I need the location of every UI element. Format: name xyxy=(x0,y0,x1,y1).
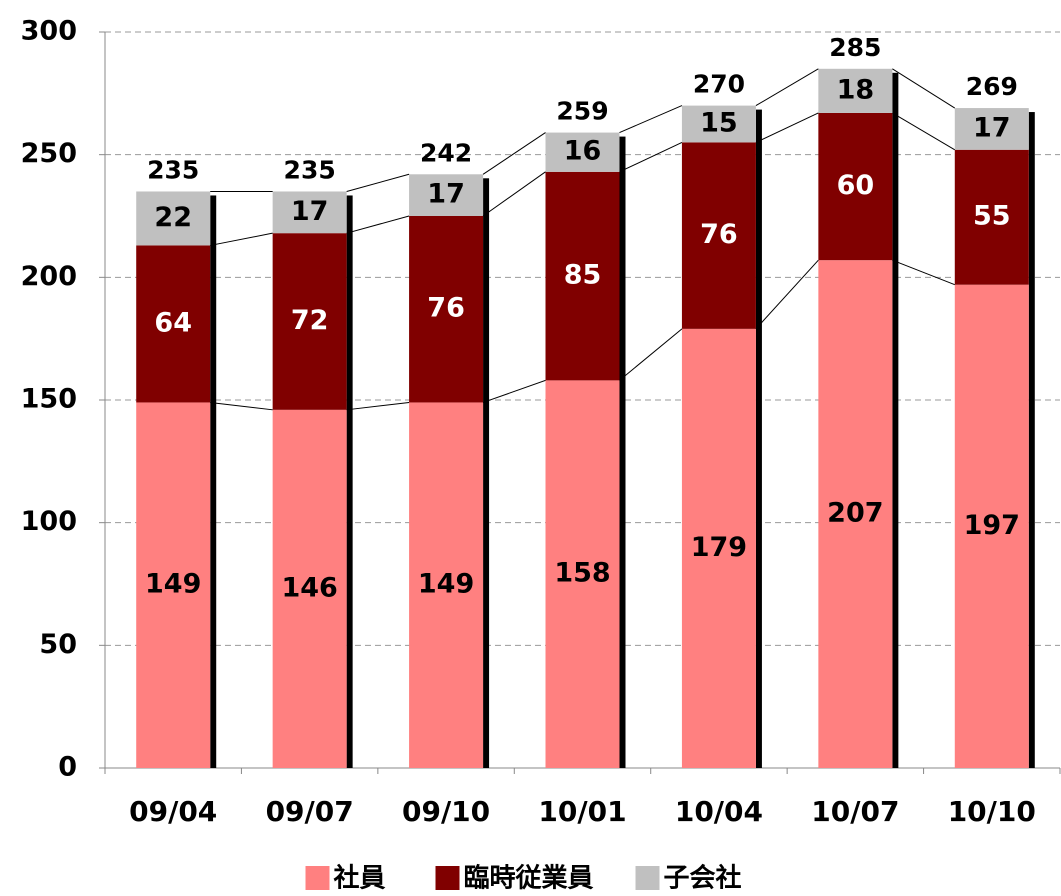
connector xyxy=(755,68,819,107)
data-label: 17 xyxy=(973,112,1011,143)
bar-segment xyxy=(136,191,211,246)
bar-segment xyxy=(681,328,756,768)
bar-segment xyxy=(681,142,756,329)
legend-swatch xyxy=(635,866,660,890)
bar-shadow xyxy=(1028,112,1035,768)
y-tick-label: 250 xyxy=(21,138,77,169)
bar-segment xyxy=(272,233,347,410)
bar-shadow xyxy=(483,178,490,768)
legend-label: 社員 xyxy=(334,863,386,894)
data-label: 17 xyxy=(427,179,465,210)
data-label: 179 xyxy=(691,532,747,563)
y-tick-label: 150 xyxy=(21,384,77,415)
bar-segment xyxy=(136,402,211,768)
bar-segment xyxy=(681,105,756,143)
connector xyxy=(619,141,683,173)
connector xyxy=(346,401,410,411)
total-label: 235 xyxy=(147,155,199,184)
bar-segment xyxy=(954,108,1029,150)
x-tick-label: 10/10 xyxy=(948,795,1036,828)
connector xyxy=(482,132,546,175)
data-label: 22 xyxy=(154,202,192,233)
bar-segment xyxy=(272,409,347,768)
bar-segment xyxy=(545,380,620,768)
total-label: 269 xyxy=(966,72,1018,101)
data-label: 197 xyxy=(964,510,1020,541)
data-label: 146 xyxy=(281,572,337,603)
connector xyxy=(892,68,956,109)
connector xyxy=(346,215,410,234)
data-label: 149 xyxy=(418,569,474,600)
connector xyxy=(210,401,273,411)
total-label: 242 xyxy=(420,138,472,167)
bar-segment xyxy=(818,68,893,113)
data-label: 76 xyxy=(700,219,738,250)
total-label: 285 xyxy=(829,33,881,62)
connector xyxy=(210,232,273,246)
y-tick-label: 300 xyxy=(21,16,77,47)
bar-segment xyxy=(272,191,347,234)
bar-segment xyxy=(954,149,1029,285)
connector xyxy=(892,112,956,151)
total-label: 270 xyxy=(693,70,745,99)
legend-label: 臨時従業員 xyxy=(464,864,594,894)
data-label: 64 xyxy=(154,307,192,338)
connector xyxy=(755,259,819,330)
bar-segment xyxy=(409,402,484,768)
total-label: 259 xyxy=(556,97,608,126)
bar-segment xyxy=(136,245,211,403)
bar-segment xyxy=(545,132,620,172)
bar-segment xyxy=(409,216,484,403)
bar-segment xyxy=(545,171,620,381)
data-label: 16 xyxy=(564,136,602,167)
legend-label: 子会社 xyxy=(664,863,742,894)
bar-segment xyxy=(409,174,484,216)
data-label: 85 xyxy=(564,260,602,291)
data-label: 207 xyxy=(827,498,883,529)
data-label: 17 xyxy=(291,196,329,227)
bar-shadow xyxy=(210,195,217,768)
bar-shadow xyxy=(892,72,899,769)
data-label: 158 xyxy=(554,558,610,589)
data-label: 149 xyxy=(145,569,201,600)
data-label: 55 xyxy=(973,201,1011,232)
y-tick-label: 50 xyxy=(39,629,77,660)
data-label: 18 xyxy=(837,74,875,105)
connector xyxy=(619,328,683,381)
bar-shadow xyxy=(755,109,762,769)
x-tick-label: 09/10 xyxy=(402,795,490,828)
bar-segment xyxy=(818,260,893,768)
legend-swatch xyxy=(305,866,330,890)
bar-segment xyxy=(954,284,1029,768)
y-tick-label: 0 xyxy=(58,752,77,783)
y-tick-label: 100 xyxy=(21,506,77,537)
x-tick-label: 09/07 xyxy=(266,795,354,828)
data-label: 60 xyxy=(837,170,875,201)
connector xyxy=(482,379,546,403)
legend-swatch xyxy=(435,866,460,890)
x-tick-label: 10/07 xyxy=(811,795,899,828)
data-label: 15 xyxy=(700,108,738,139)
connector xyxy=(619,105,683,134)
data-label: 72 xyxy=(291,305,329,336)
connector xyxy=(482,171,546,217)
connector xyxy=(755,112,819,143)
connector xyxy=(892,259,955,286)
data-label: 76 xyxy=(427,293,465,324)
x-tick-label: 10/04 xyxy=(675,795,763,828)
y-tick-label: 200 xyxy=(21,261,77,292)
total-label: 235 xyxy=(284,155,336,184)
x-tick-label: 10/01 xyxy=(538,795,626,828)
connector xyxy=(346,173,410,192)
bar-shadow xyxy=(346,195,353,768)
bar-shadow xyxy=(619,136,626,768)
bar-segment xyxy=(818,112,893,261)
x-tick-label: 09/04 xyxy=(129,795,217,828)
